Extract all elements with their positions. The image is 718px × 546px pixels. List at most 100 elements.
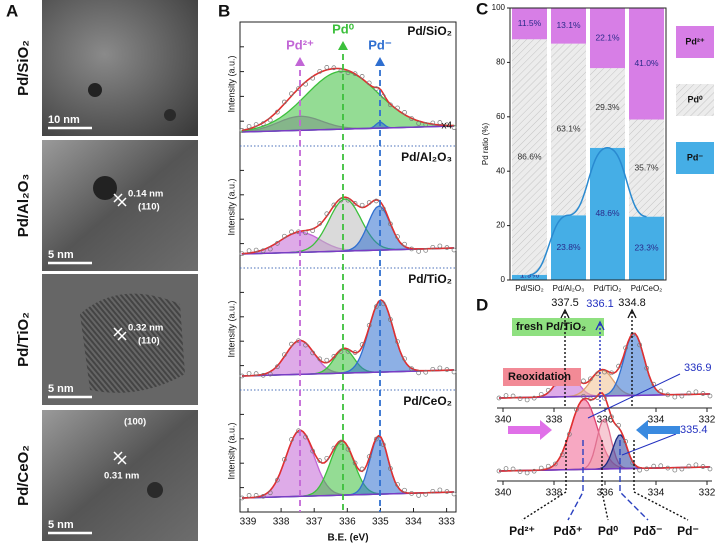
bar-segment bbox=[590, 8, 625, 69]
lattice-mark bbox=[113, 327, 127, 341]
data-point bbox=[289, 341, 294, 347]
data-point bbox=[303, 434, 308, 440]
legend-label: Pd²⁺ bbox=[685, 36, 704, 46]
peak-position: 336.9 bbox=[684, 362, 712, 374]
panel-label: A bbox=[6, 1, 18, 20]
data-point bbox=[253, 371, 259, 376]
x-tick-label: 337 bbox=[306, 517, 323, 528]
particle bbox=[164, 109, 176, 121]
panel-a: Pd/SiO₂ 10 nm Pd/Al₂O₃ 5 nm 0.14 nm (110) Pd/T… bbox=[15, 0, 198, 541]
data-point bbox=[282, 352, 287, 358]
value-label: 86.6% bbox=[517, 151, 542, 161]
data-point bbox=[373, 304, 379, 309]
data-point bbox=[402, 356, 407, 362]
data-point bbox=[437, 243, 443, 249]
data-point bbox=[686, 463, 692, 469]
data-point bbox=[503, 393, 509, 398]
background bbox=[241, 125, 455, 133]
data-point bbox=[538, 392, 544, 397]
data-point bbox=[503, 466, 509, 471]
bar-segment bbox=[551, 43, 586, 216]
data-point bbox=[260, 372, 266, 378]
arrow-head bbox=[595, 320, 605, 331]
data-point bbox=[665, 392, 671, 398]
data-point bbox=[707, 466, 713, 472]
x-axis-label: B.E. (eV) bbox=[327, 533, 368, 544]
x-tick-label: 334 bbox=[648, 488, 665, 499]
data-point bbox=[317, 221, 323, 226]
data-point bbox=[253, 122, 259, 127]
data-point bbox=[679, 466, 685, 472]
data-point bbox=[524, 470, 530, 476]
data-point bbox=[338, 68, 344, 73]
data-point bbox=[630, 460, 635, 466]
data-point bbox=[665, 465, 671, 471]
data-point bbox=[644, 466, 650, 472]
value-label: 63.1% bbox=[556, 124, 581, 134]
data-point bbox=[602, 369, 607, 375]
data-point bbox=[602, 395, 607, 401]
data-point bbox=[644, 365, 650, 371]
tag-bg bbox=[503, 368, 581, 386]
state-label: Pd⁰ bbox=[598, 524, 618, 538]
value-label: 13.1% bbox=[556, 20, 581, 30]
data-point bbox=[510, 466, 516, 472]
data-point bbox=[423, 369, 429, 375]
value-label: 29.3% bbox=[595, 102, 620, 112]
data-point bbox=[623, 439, 628, 444]
peak-label: Pd⁰ bbox=[332, 21, 355, 36]
data-point bbox=[566, 431, 572, 437]
value-label: 23.8% bbox=[556, 242, 581, 252]
data-point bbox=[310, 75, 316, 81]
data-point bbox=[352, 350, 358, 355]
arrow-head bbox=[338, 41, 348, 50]
data-point bbox=[658, 463, 664, 469]
panel-label: D bbox=[476, 295, 488, 314]
data-point bbox=[359, 202, 365, 208]
bar-segment bbox=[629, 8, 664, 120]
data-point bbox=[345, 197, 351, 203]
x-tick-label: 338 bbox=[273, 517, 290, 528]
state-guide bbox=[567, 440, 584, 521]
peak-position: 335.4 bbox=[680, 424, 708, 436]
data-point bbox=[239, 127, 245, 133]
data-point bbox=[444, 367, 450, 372]
lattice-plane: (110) bbox=[138, 336, 160, 347]
y-tick-label: 100 bbox=[492, 3, 506, 12]
data-point bbox=[352, 71, 358, 77]
data-point bbox=[402, 241, 407, 247]
data-point bbox=[310, 228, 316, 233]
data-point bbox=[380, 442, 386, 448]
data-point bbox=[331, 445, 337, 451]
data-point bbox=[388, 221, 393, 227]
data-point bbox=[395, 234, 400, 240]
x-tick-label: 339 bbox=[240, 517, 257, 528]
x-tick-label: 336 bbox=[597, 488, 614, 499]
data-point bbox=[395, 339, 400, 344]
y-axis-label: Pd ratio (%) bbox=[481, 123, 490, 166]
data-point bbox=[338, 349, 344, 354]
data-point bbox=[289, 91, 294, 97]
state-label: Pd²⁺ bbox=[509, 524, 535, 538]
data-point bbox=[352, 460, 358, 466]
callout bbox=[621, 433, 677, 456]
data-point bbox=[267, 490, 273, 496]
data-point bbox=[310, 350, 316, 356]
y-tick-label: 60 bbox=[496, 112, 505, 121]
data-point bbox=[253, 247, 259, 253]
data-point bbox=[574, 407, 579, 412]
bar-segment bbox=[629, 119, 664, 217]
y-axis-label: Intensity (a.u.) bbox=[226, 178, 236, 235]
plot-frame bbox=[239, 21, 457, 513]
data-point bbox=[239, 373, 245, 379]
data-point bbox=[317, 458, 323, 463]
bar-segment bbox=[512, 274, 547, 280]
lattice-spacing: 0.14 nm bbox=[128, 189, 163, 200]
data-point bbox=[402, 110, 407, 115]
data-point bbox=[239, 251, 245, 257]
data-point bbox=[324, 65, 330, 70]
data-point bbox=[409, 366, 414, 372]
bar-segment bbox=[512, 39, 547, 275]
data-point bbox=[545, 387, 551, 393]
x-tick-label: 332 bbox=[699, 415, 716, 426]
